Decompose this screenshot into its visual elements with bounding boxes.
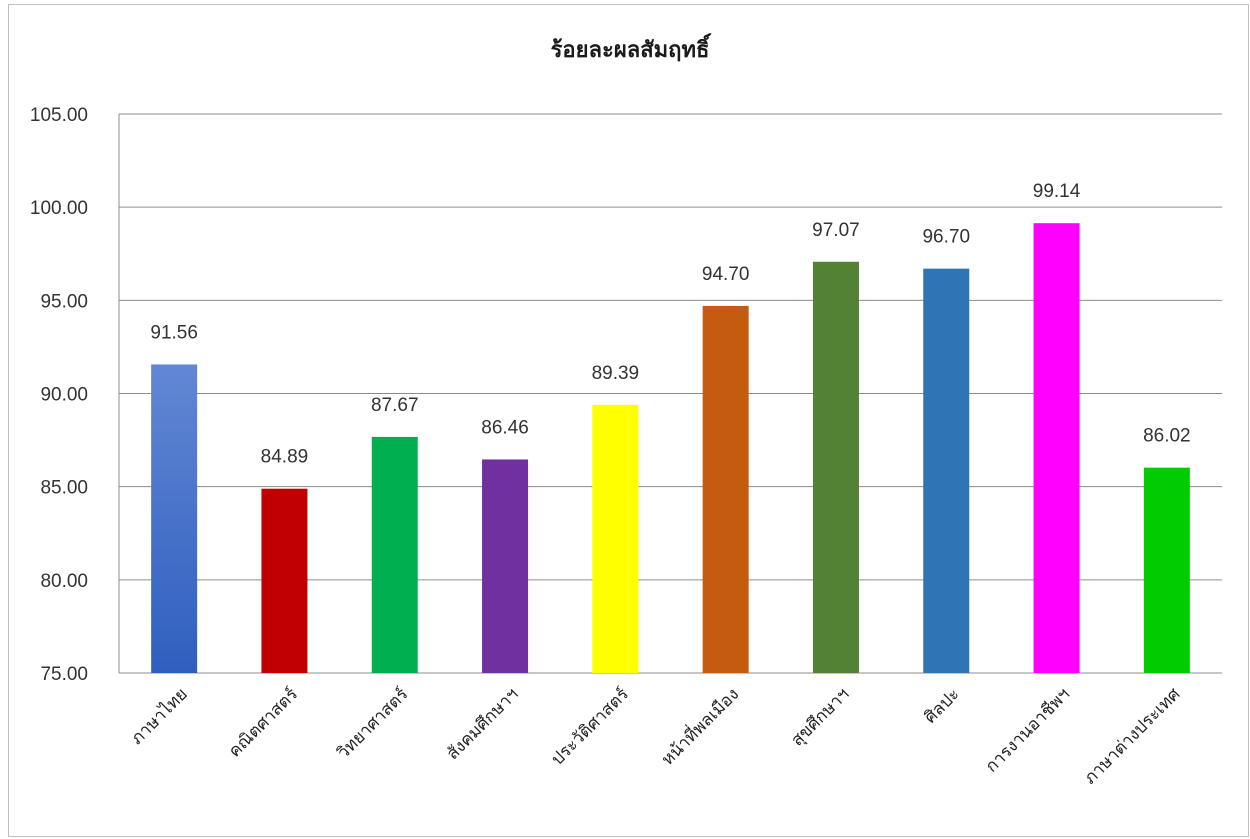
- data-label: 89.39: [592, 363, 640, 384]
- bars: [151, 223, 1190, 673]
- data-label: 84.89: [261, 447, 309, 468]
- category-label: ภาษาต่างประเทศ: [1080, 684, 1184, 788]
- y-tick-label: 90.00: [40, 385, 88, 406]
- category-label: ภาษาไทย: [126, 684, 191, 749]
- bar: [151, 364, 198, 673]
- bar: [261, 488, 308, 673]
- bar: [923, 268, 970, 673]
- category-label: ประวัติศาสตร์: [548, 684, 633, 769]
- bar: [371, 436, 418, 673]
- data-labels: 91.56 84.89 87.67 86.46 89.39 94.70 97.07 96.70…: [150, 181, 1190, 468]
- bar: [702, 305, 749, 673]
- data-label: 91.56: [150, 322, 198, 343]
- bar: [592, 404, 639, 673]
- category-label: คณิตศาสตร์: [225, 684, 302, 761]
- y-tick-label: 75.00: [40, 664, 88, 685]
- category-label: ศิลปะ: [921, 684, 964, 727]
- data-label: 99.14: [1033, 181, 1081, 202]
- y-axis-ticks: 75.00 80.00 85.00 90.00 95.00 100.00 105.00: [30, 105, 88, 685]
- category-label: การงานอาชีพฯ: [982, 684, 1074, 776]
- data-label: 96.70: [922, 227, 970, 248]
- data-label: 87.67: [371, 395, 419, 416]
- bar: [1143, 467, 1190, 673]
- y-tick-label: 85.00: [40, 478, 88, 499]
- y-tick-label: 100.00: [30, 198, 88, 219]
- y-tick-label: 80.00: [40, 571, 88, 592]
- data-label: 94.70: [702, 264, 750, 285]
- category-label: หน้าที่พลเมือง: [656, 682, 743, 769]
- data-label: 86.46: [481, 417, 529, 438]
- data-label: 86.02: [1143, 426, 1191, 447]
- bar: [482, 459, 529, 673]
- data-label: 97.07: [812, 220, 860, 241]
- y-tick-label: 95.00: [40, 291, 88, 312]
- category-label: สุขศึกษาฯ: [787, 684, 853, 750]
- bar: [812, 261, 859, 673]
- y-tick-label: 105.00: [30, 105, 88, 126]
- x-axis-categories: ภาษาไทย คณิตศาสตร์ วิทยาศาสตร์ สังคมศึกษาฯ ป…: [126, 682, 1184, 788]
- chart-title: ร้อยละผลสัมฤทธิ์: [551, 33, 712, 63]
- bar: [1033, 223, 1080, 673]
- category-label: สังคมศึกษาฯ: [443, 684, 523, 764]
- category-label: วิทยาศาสตร์: [333, 684, 412, 763]
